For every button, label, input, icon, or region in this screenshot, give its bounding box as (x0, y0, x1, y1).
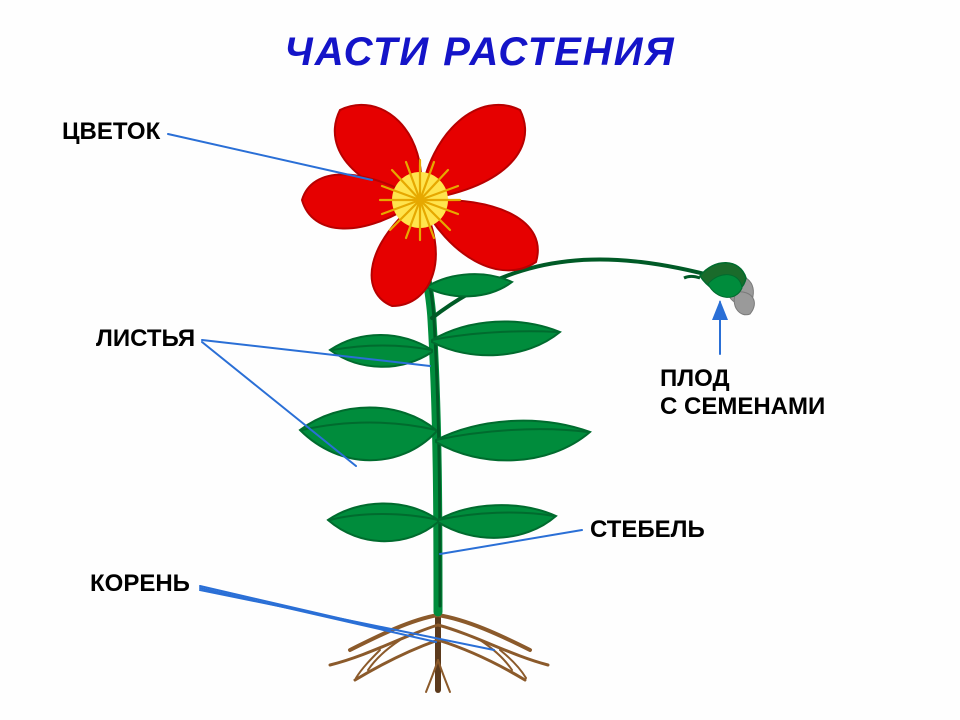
diagram-stage: ЧАСТИ РАСТЕНИЯ (0, 0, 960, 720)
label-fruit: ПЛОД С СЕМЕНАМИ (660, 365, 825, 421)
label-leaves: ЛИСТЬЯ (96, 325, 195, 353)
plant-illustration (0, 0, 960, 720)
label-stem: СТЕБЕЛЬ (590, 516, 705, 544)
leaves-group (300, 274, 590, 541)
label-flower: ЦВЕТОК (62, 118, 160, 146)
label-root: КОРЕНЬ (90, 570, 190, 598)
